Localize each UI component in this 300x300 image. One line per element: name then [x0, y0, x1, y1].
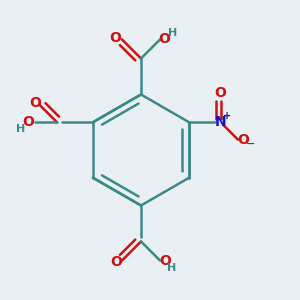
Text: −: − [246, 139, 255, 149]
Text: H: H [168, 28, 178, 38]
Text: O: O [110, 255, 122, 269]
Text: H: H [167, 263, 177, 273]
Text: N: N [215, 115, 226, 129]
Text: O: O [214, 86, 226, 100]
Text: O: O [29, 97, 41, 110]
Text: O: O [159, 32, 170, 46]
Text: O: O [110, 31, 121, 45]
Text: O: O [159, 254, 171, 268]
Text: O: O [237, 133, 249, 147]
Text: O: O [22, 115, 34, 129]
Text: +: + [223, 111, 231, 121]
Text: H: H [16, 124, 25, 134]
